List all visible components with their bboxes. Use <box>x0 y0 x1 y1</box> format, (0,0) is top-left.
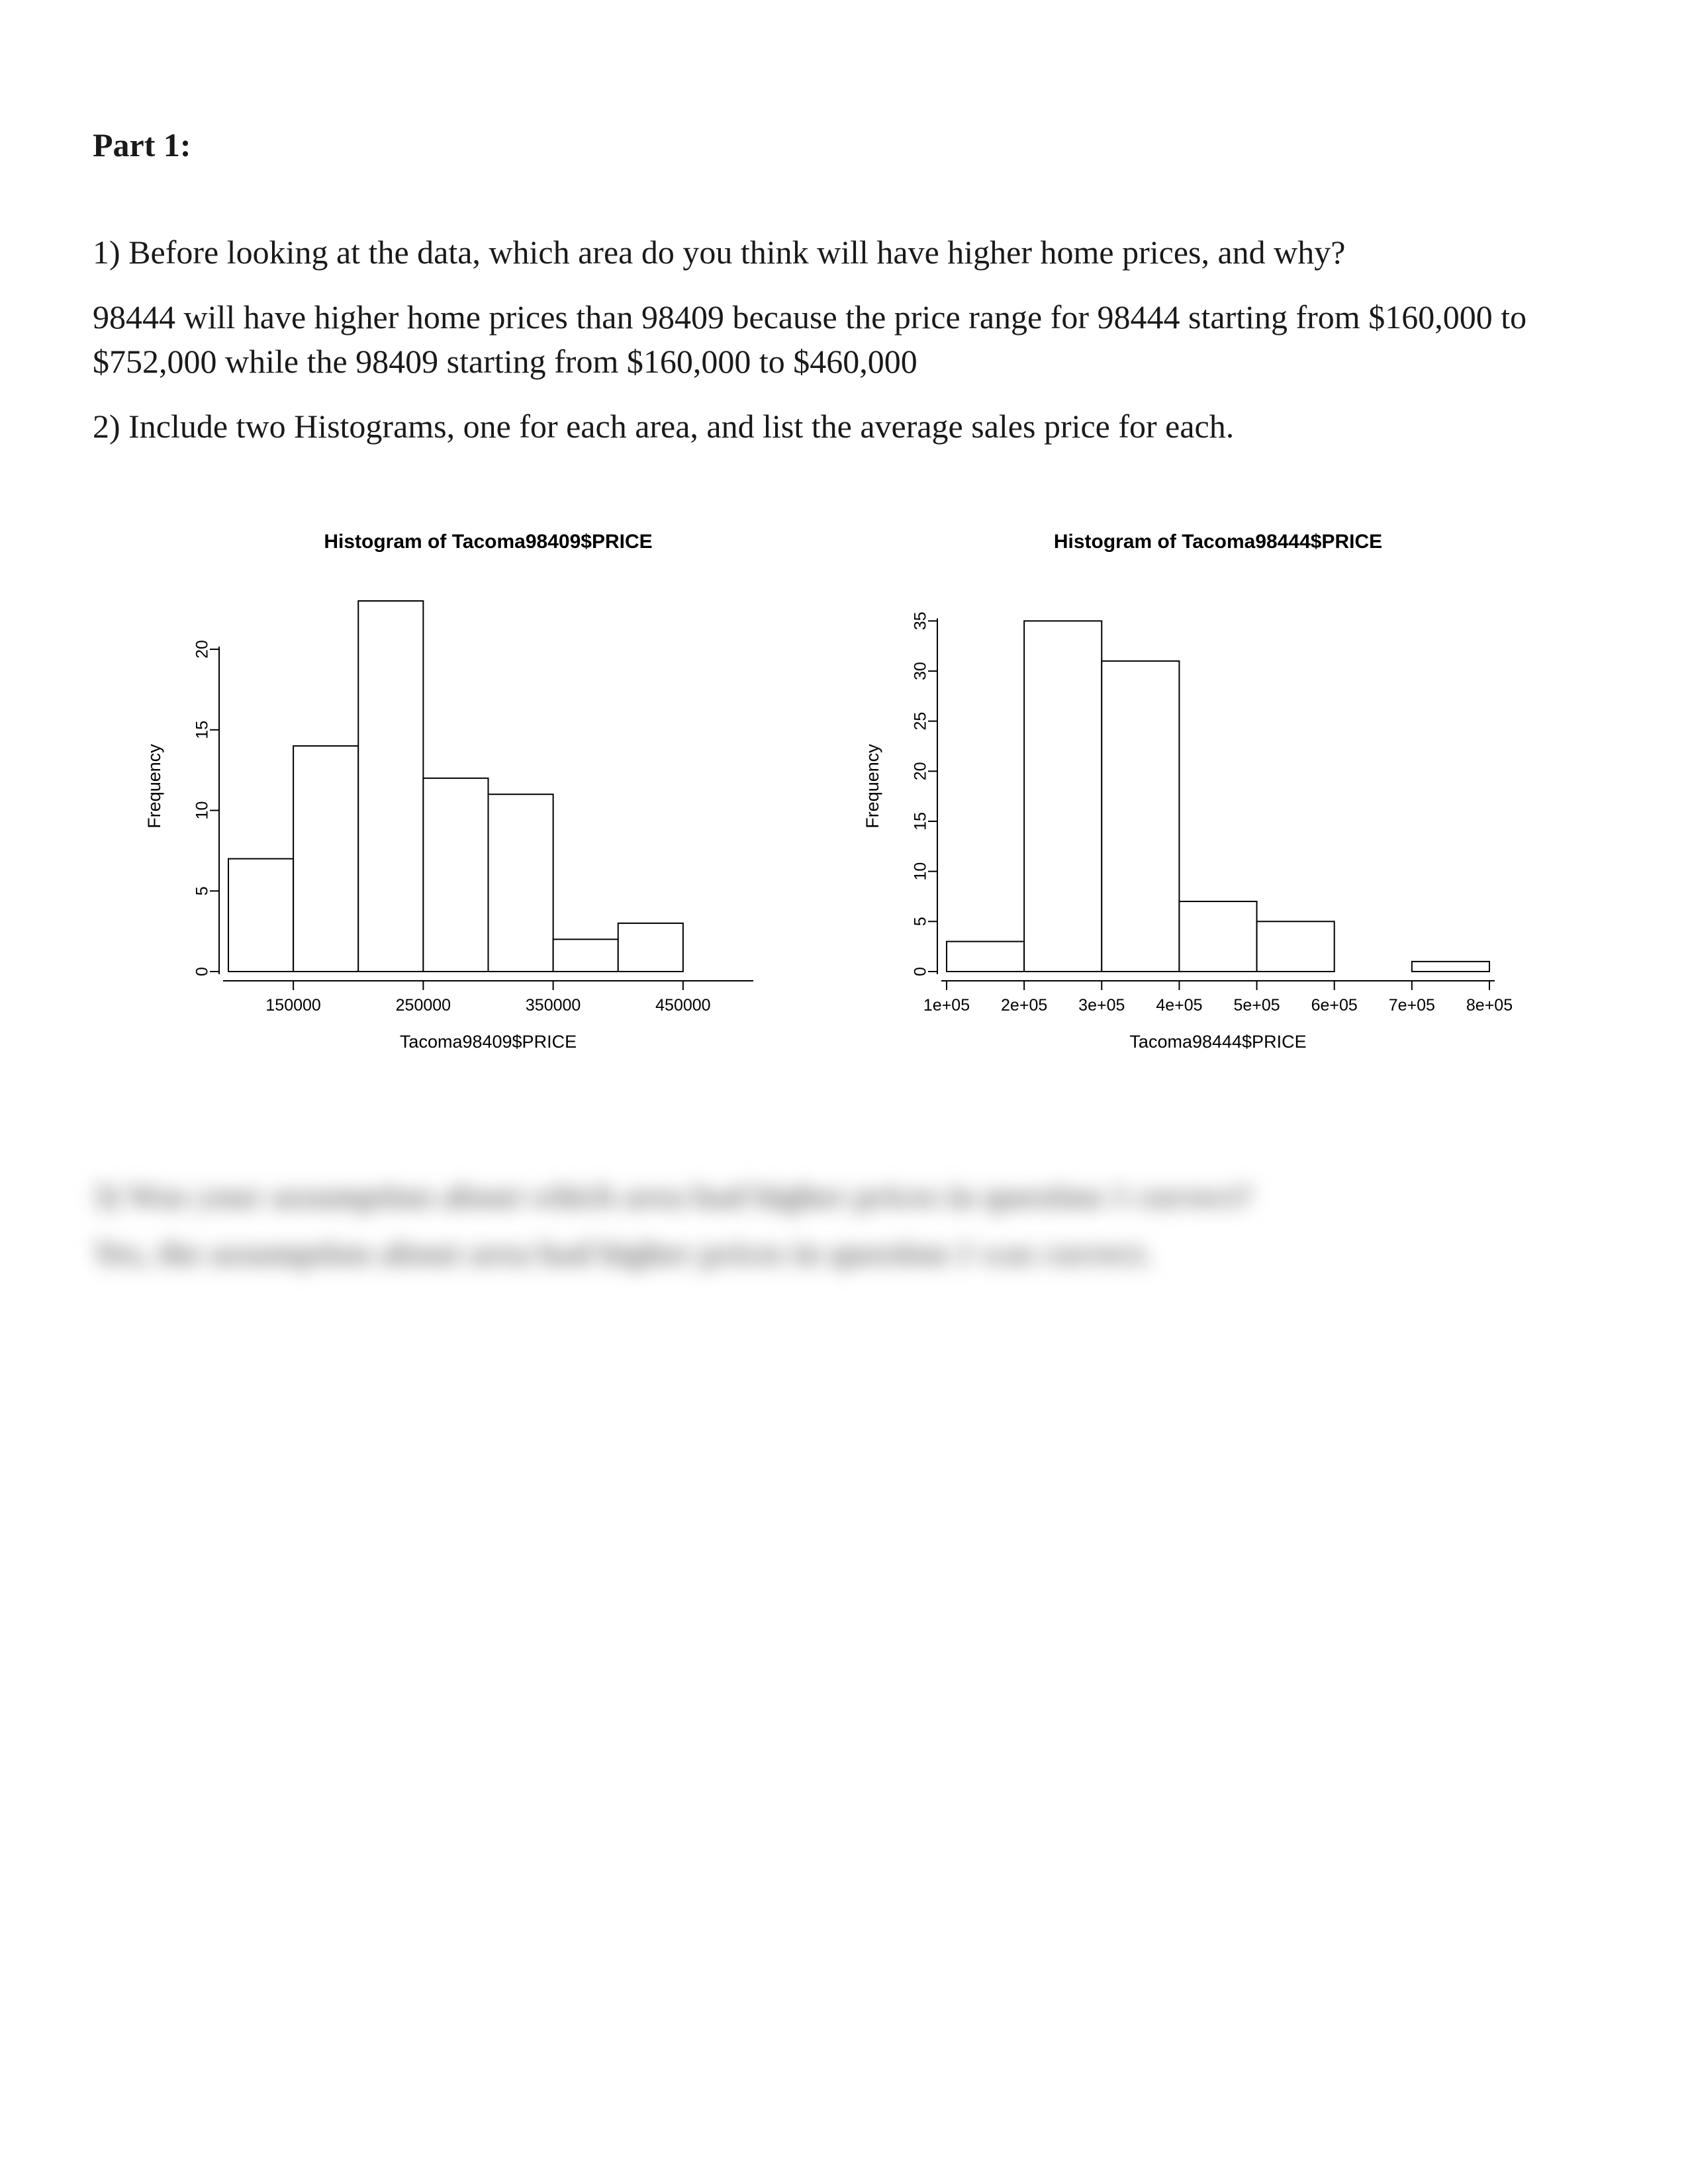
svg-text:450000: 450000 <box>655 996 710 1015</box>
charts-row: Histogram of Tacoma98409$PRICE1500002500… <box>93 495 1595 1071</box>
svg-text:5: 5 <box>193 886 212 895</box>
svg-text:25: 25 <box>912 712 930 731</box>
svg-text:8e+05: 8e+05 <box>1466 996 1513 1015</box>
svg-text:30: 30 <box>912 662 930 680</box>
svg-text:Tacoma98409$PRICE: Tacoma98409$PRICE <box>400 1032 577 1052</box>
svg-text:20: 20 <box>193 640 212 659</box>
answer-1: 98444 will have higher home prices than … <box>93 295 1595 385</box>
histogram-tacoma-98444: Histogram of Tacoma98444$PRICE 1e+05 2e+05… <box>827 495 1523 1071</box>
svg-text:15: 15 <box>193 721 212 739</box>
svg-text:Histogram of Tacoma98409$PRICE: Histogram of Tacoma98409$PRICE <box>324 531 652 553</box>
svg-text:1e+05: 1e+05 <box>923 996 970 1015</box>
svg-text:350000: 350000 <box>526 996 581 1015</box>
svg-text:5e+05: 5e+05 <box>1233 996 1280 1015</box>
svg-text:Frequency: Frequency <box>144 744 164 829</box>
svg-text:2e+05: 2e+05 <box>1001 996 1047 1015</box>
svg-text:150000: 150000 <box>265 996 320 1015</box>
blurred-preview: 3) Was your assumption about which area … <box>93 1177 1595 1272</box>
question-1: 1) Before looking at the data, which are… <box>93 230 1595 275</box>
svg-text:35: 35 <box>912 612 930 630</box>
svg-text:7e+05: 7e+05 <box>1389 996 1435 1015</box>
blurred-line-1: 3) Was your assumption about which area … <box>93 1177 1595 1215</box>
svg-text:5: 5 <box>912 917 930 926</box>
svg-text:20: 20 <box>912 762 930 780</box>
histogram-tacoma-98409: Histogram of Tacoma98409$PRICE 150000 2500… <box>93 495 788 1071</box>
svg-text:Tacoma98444$PRICE: Tacoma98444$PRICE <box>1129 1032 1306 1052</box>
svg-text:250000: 250000 <box>396 996 451 1015</box>
svg-text:3e+05: 3e+05 <box>1078 996 1125 1015</box>
page: Part 1: 1) Before looking at the data, w… <box>0 0 1688 2184</box>
svg-text:15: 15 <box>912 812 930 831</box>
svg-text:0: 0 <box>193 967 212 976</box>
question-2: 2) Include two Histograms, one for each … <box>93 404 1595 449</box>
part-heading: Part 1: <box>93 126 1595 164</box>
svg-text:10: 10 <box>193 801 212 820</box>
svg-text:Histogram of Tacoma98444$PRICE: Histogram of Tacoma98444$PRICE <box>1054 531 1382 553</box>
svg-text:4e+05: 4e+05 <box>1156 996 1202 1015</box>
svg-text:0: 0 <box>912 967 930 976</box>
svg-text:6e+05: 6e+05 <box>1311 996 1358 1015</box>
svg-text:Frequency: Frequency <box>863 744 882 829</box>
blurred-line-2: Yes, the assumption about area had highe… <box>93 1234 1595 1272</box>
svg-text:10: 10 <box>912 862 930 881</box>
